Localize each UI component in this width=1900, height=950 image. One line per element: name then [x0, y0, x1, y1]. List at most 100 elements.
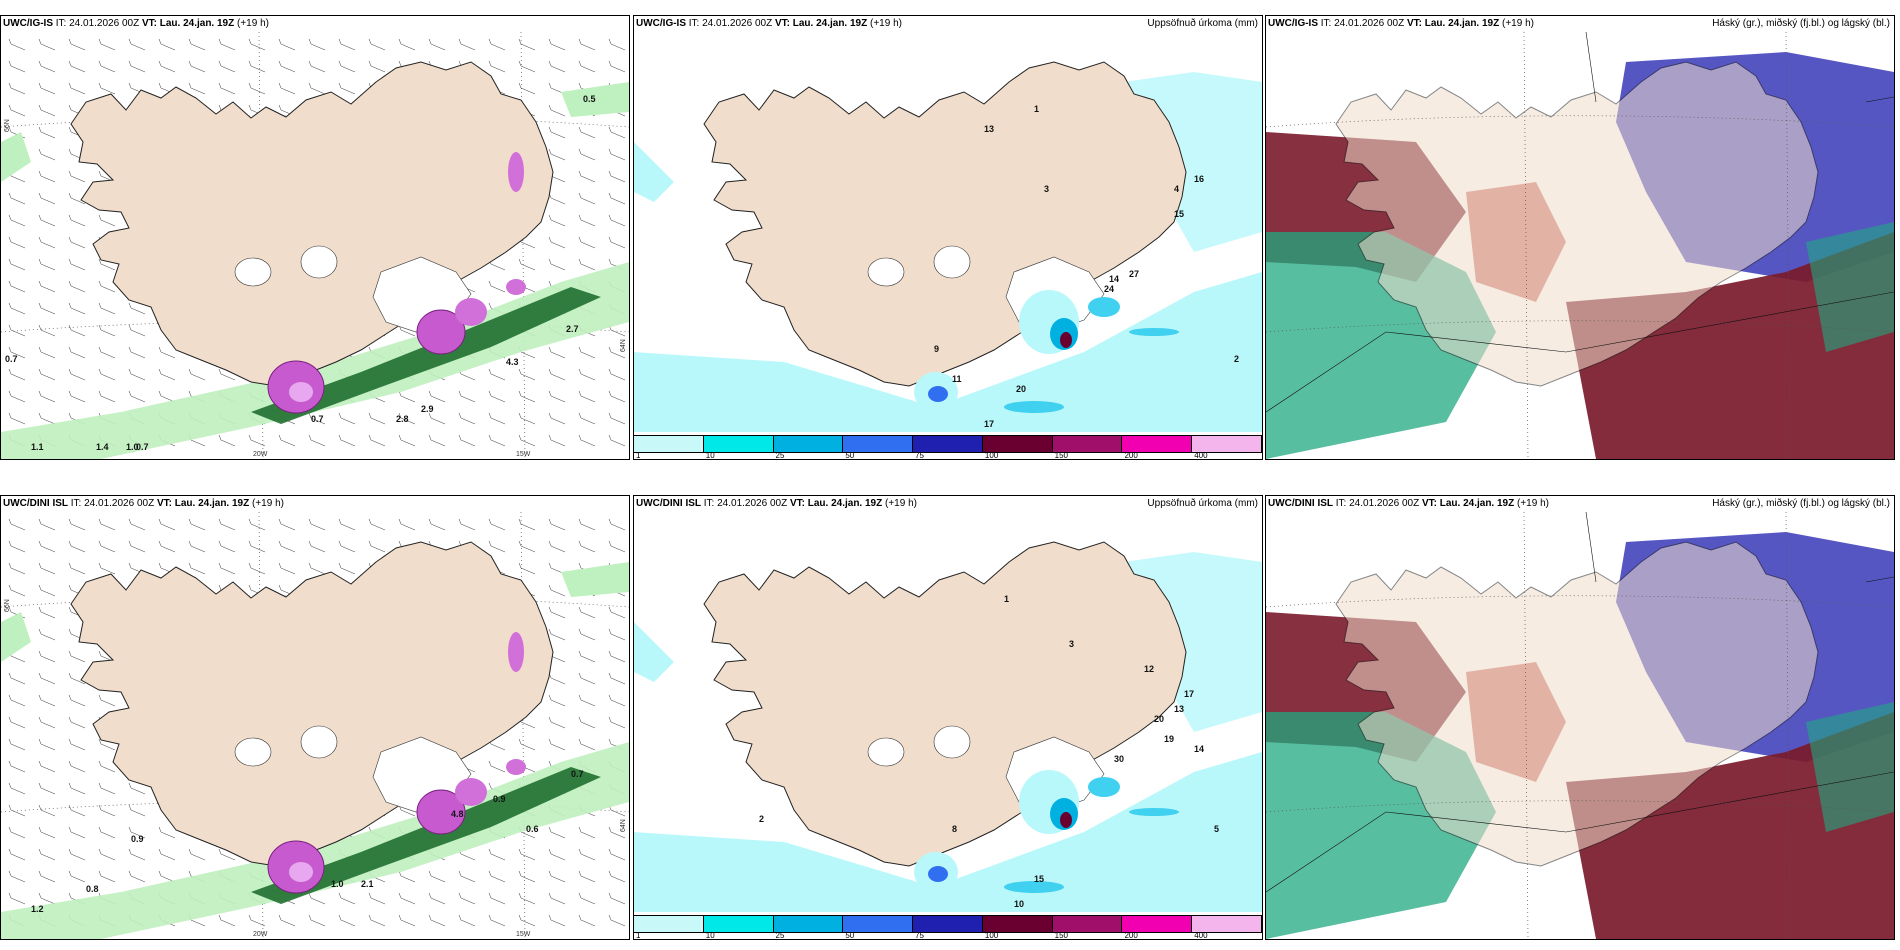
- scale-swatch: [634, 916, 704, 932]
- map-canvas: [1266, 32, 1894, 459]
- precip-value-label: 15: [1174, 209, 1184, 219]
- wind-value-label: 1.1: [31, 442, 44, 452]
- precip-value-label: 11: [952, 374, 962, 384]
- wind-value-label: 2.9: [421, 404, 434, 414]
- precip-value-label: 5: [1214, 824, 1219, 834]
- glacier-langjokull: [234, 257, 272, 287]
- scale-label: 100: [984, 931, 999, 940]
- map-canvas: 0.7 0.9 0.6 0.9 0.8 1.0 1.2 2.1 4.8 66N 64N 20W 15W: [1, 512, 629, 939]
- scale-swatch: [703, 436, 774, 452]
- precip-value-label: 12: [1144, 664, 1154, 674]
- precip-hotspots: [914, 770, 1179, 893]
- wind-value-label: 0.8: [86, 884, 99, 894]
- scale-swatch: [982, 916, 1053, 932]
- panel-subtitle: Háský (gr.), miðský (fj.bl.) og lágský (…: [1712, 498, 1890, 509]
- scale-label: 150: [1054, 931, 1069, 940]
- lon-label-20w: 20W: [253, 451, 268, 458]
- precip-value-label: 15: [1034, 874, 1044, 884]
- convective-cells: [267, 152, 526, 414]
- precip-value-label: 3: [1069, 639, 1074, 649]
- valid-time: Lau. 24.jan. 19Z: [1424, 18, 1500, 29]
- scale-label: 400: [1194, 451, 1208, 460]
- precip-value-label: 10: [1014, 899, 1024, 909]
- scale-swatch: [773, 436, 844, 452]
- scale-swatch: [1052, 436, 1123, 452]
- precip-value-label: 17: [984, 419, 994, 429]
- valid-time: Lau. 24.jan. 19Z: [792, 18, 868, 29]
- lead-time: (+19 h): [237, 18, 269, 29]
- init-label: IT:: [70, 498, 82, 509]
- panel-header: UWC/IG-IS IT: 24.01.2026 00Z VT: Lau. 24…: [3, 18, 269, 29]
- model-name: UWC/IG-IS: [636, 18, 686, 29]
- scale-label: 100: [984, 451, 999, 460]
- scale-label: 75: [915, 451, 925, 460]
- model-name: UWC/IG-IS: [1268, 18, 1318, 29]
- precip-value-label: 1: [1034, 104, 1039, 114]
- wind-value-label: 1.2: [31, 904, 44, 914]
- lon-label-15w: 15W: [516, 451, 531, 458]
- iceland-land: [703, 541, 1187, 867]
- scale-swatch: [843, 436, 914, 452]
- scale-label: 50: [845, 451, 855, 460]
- wind-value-label: 2.8: [396, 414, 409, 424]
- scale-swatch: [1052, 916, 1123, 932]
- lat-label-66n: 66N: [4, 599, 11, 612]
- precip-value-label: 19: [1164, 734, 1174, 744]
- map-panel-wind-bottom: UWC/DINI ISL IT: 24.01.2026 00Z VT: Lau.…: [0, 495, 630, 940]
- map-panel-precip-top: UWC/IG-IS IT: 24.01.2026 00Z VT: Lau. 24…: [633, 15, 1263, 460]
- lead-time: (+19 h): [885, 498, 917, 509]
- precip-bands: [1, 82, 629, 459]
- scale-label: 400: [1194, 931, 1208, 940]
- wind-value-label: 0.7: [136, 442, 149, 452]
- wind-value-label: 0.9: [131, 834, 144, 844]
- scale-label: 200: [1124, 931, 1138, 940]
- init-label: IT:: [703, 498, 715, 509]
- precip-value-label: 9: [934, 344, 939, 354]
- precip-value-label: 2: [759, 814, 764, 824]
- precip-value-label: 20: [1154, 714, 1164, 724]
- scale-swatch: [1192, 916, 1262, 932]
- precip-value-label: 27: [1129, 269, 1139, 279]
- model-name: UWC/IG-IS: [3, 18, 53, 29]
- scale-label: 10: [705, 931, 715, 940]
- wind-value-label: 0.7: [571, 769, 584, 779]
- precip-value-label: 13: [984, 124, 994, 134]
- lead-time: (+19 h): [252, 498, 284, 509]
- precip-value-label: 24: [1104, 284, 1114, 294]
- init-time: 24.01.2026 00Z: [84, 498, 155, 509]
- valid-label: VT:: [156, 498, 172, 509]
- lat-label-66n: 66N: [4, 119, 11, 132]
- scale-label: 50: [845, 931, 855, 940]
- precip-value-label: 3: [1044, 184, 1049, 194]
- init-time: 24.01.2026 00Z: [1334, 18, 1405, 29]
- panel-subtitle: Háský (gr.), miðský (fj.bl.) og lágský (…: [1712, 18, 1890, 29]
- precip-value-label: 30: [1114, 754, 1124, 764]
- init-label: IT:: [1320, 18, 1332, 29]
- scale-swatch: [982, 436, 1053, 452]
- boundary-line: [1266, 291, 1894, 413]
- scale-label: 10: [705, 451, 715, 460]
- scale-swatch: [913, 436, 983, 452]
- model-name: UWC/DINI ISL: [1268, 498, 1333, 509]
- precip-value-label: 13: [1174, 704, 1184, 714]
- precip-color-scale: 1 10 25 50 75 100 150 200 400: [634, 435, 1262, 459]
- scale-swatch: [1122, 916, 1193, 932]
- valid-time: Lau. 24.jan. 19Z: [1439, 498, 1515, 509]
- panel-header: UWC/IG-IS IT: 24.01.2026 00Z VT: Lau. 24…: [636, 18, 902, 29]
- valid-time: Lau. 24.jan. 19Z: [807, 498, 883, 509]
- valid-time: Lau. 24.jan. 19Z: [174, 498, 250, 509]
- valid-label: VT:: [1421, 498, 1437, 509]
- scale-label: 1: [636, 931, 641, 940]
- precip-value-label: 14: [1194, 744, 1204, 754]
- lon-label-15w: 15W: [516, 931, 531, 938]
- valid-time: Lau. 24.jan. 19Z: [159, 18, 235, 29]
- panel-header: UWC/DINI ISL IT: 24.01.2026 00Z VT: Lau.…: [636, 498, 917, 509]
- wind-value-label: 2.7: [566, 324, 579, 334]
- init-time: 24.01.2026 00Z: [1349, 498, 1420, 509]
- iceland-land: [70, 541, 554, 867]
- scale-label: 1: [636, 451, 641, 460]
- wind-value-label: 0.9: [493, 794, 506, 804]
- glacier-hofsjokull: [300, 245, 338, 279]
- panel-subtitle: Uppsöfnuð úrkoma (mm): [1147, 498, 1258, 509]
